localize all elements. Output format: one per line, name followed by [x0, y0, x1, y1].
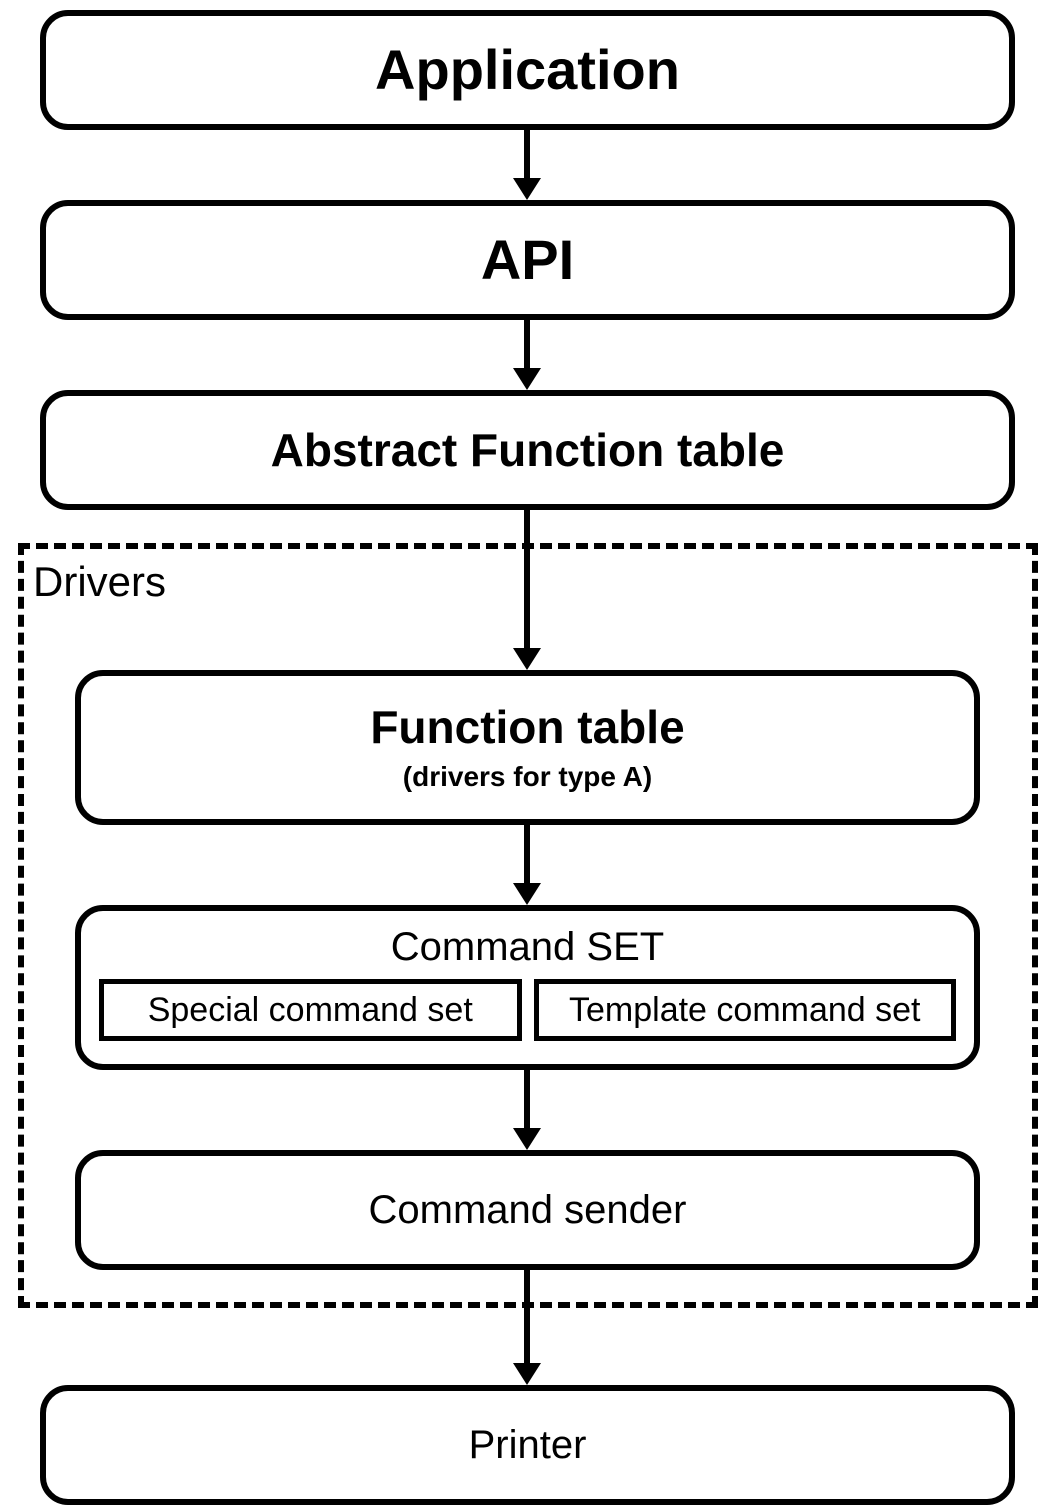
drivers-label: Drivers	[33, 558, 166, 606]
node-api-label: API	[481, 229, 574, 291]
template-command-set-label: Template command set	[569, 991, 921, 1030]
node-application: Application	[40, 10, 1015, 130]
arrow-line	[524, 1270, 530, 1365]
node-abstract-function-table: Abstract Function table	[40, 390, 1015, 510]
arrow-line	[524, 825, 530, 885]
arrow-line	[524, 130, 530, 180]
node-command-set: Command SET Special command set Template…	[75, 905, 980, 1070]
node-abstract-function-table-label: Abstract Function table	[271, 425, 785, 476]
node-command-sender: Command sender	[75, 1150, 980, 1270]
arrow-head-icon	[513, 883, 541, 905]
flowchart-canvas: Drivers Application API Abstract Functio…	[0, 0, 1057, 1511]
node-printer: Printer	[40, 1385, 1015, 1505]
special-command-set-label: Special command set	[148, 991, 473, 1030]
command-set-inner-row: Special command set Template command set	[81, 979, 974, 1055]
arrow-head-icon	[513, 648, 541, 670]
node-command-set-label: Command SET	[391, 925, 664, 969]
node-api: API	[40, 200, 1015, 320]
node-function-table-subtitle: (drivers for type A)	[403, 761, 652, 793]
node-function-table: Function table (drivers for type A)	[75, 670, 980, 825]
arrow-head-icon	[513, 178, 541, 200]
arrow-head-icon	[513, 368, 541, 390]
arrow-line	[524, 320, 530, 370]
node-function-table-label: Function table	[370, 702, 684, 753]
node-application-label: Application	[375, 39, 680, 101]
arrow-line	[524, 1070, 530, 1130]
node-command-sender-label: Command sender	[369, 1188, 687, 1232]
template-command-set: Template command set	[534, 979, 957, 1041]
arrow-head-icon	[513, 1128, 541, 1150]
special-command-set: Special command set	[99, 979, 522, 1041]
arrow-line	[524, 510, 530, 650]
node-printer-label: Printer	[469, 1423, 587, 1467]
arrow-head-icon	[513, 1363, 541, 1385]
